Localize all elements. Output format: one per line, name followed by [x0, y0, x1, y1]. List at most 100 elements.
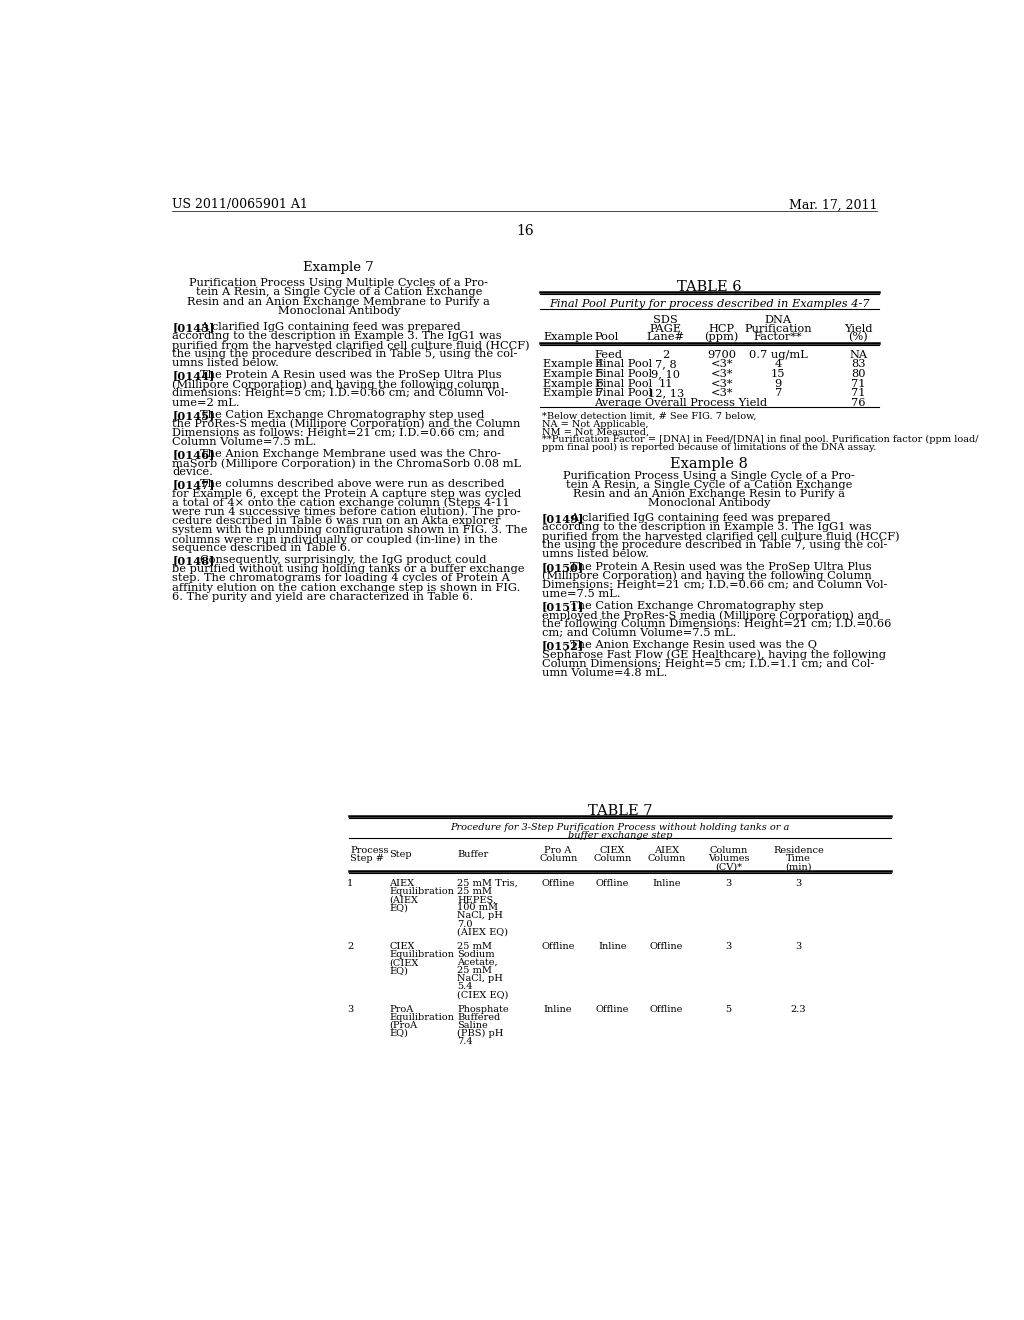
Text: EQ): EQ)	[389, 903, 408, 912]
Text: Example: Example	[544, 333, 593, 342]
Text: (min): (min)	[785, 862, 812, 871]
Text: Phosphate: Phosphate	[458, 1005, 509, 1014]
Text: ProA: ProA	[389, 1005, 414, 1014]
Text: NA = Not Applicable,: NA = Not Applicable,	[542, 420, 648, 429]
Text: Offline: Offline	[596, 1005, 629, 1014]
Text: 83: 83	[851, 359, 865, 370]
Text: TABLE 7: TABLE 7	[588, 804, 652, 817]
Text: TABLE 6: TABLE 6	[677, 280, 741, 294]
Text: [0148]: [0148]	[172, 556, 215, 566]
Text: Volumes: Volumes	[708, 854, 750, 863]
Text: HEPES,: HEPES,	[458, 895, 497, 904]
Text: <3*: <3*	[711, 379, 733, 388]
Text: tein A Resin, a Single Cycle of a Cation Exchange: tein A Resin, a Single Cycle of a Cation…	[196, 288, 482, 297]
Text: Yield: Yield	[844, 323, 872, 334]
Text: Buffer: Buffer	[458, 850, 488, 859]
Text: (CIEX: (CIEX	[389, 958, 419, 968]
Text: Offline: Offline	[596, 879, 629, 888]
Text: Average Overall Process Yield: Average Overall Process Yield	[595, 397, 768, 408]
Text: The Cation Exchange Chromatography step: The Cation Exchange Chromatography step	[569, 601, 823, 611]
Text: AIEX: AIEX	[654, 846, 679, 855]
Text: PAGE: PAGE	[650, 323, 682, 334]
Text: DNA: DNA	[765, 315, 792, 326]
Text: Example 7: Example 7	[303, 261, 374, 273]
Text: Final Pool: Final Pool	[595, 388, 651, 399]
Text: ume=7.5 mL.: ume=7.5 mL.	[542, 589, 621, 599]
Text: tein A Resin, a Single Cycle of a Cation Exchange: tein A Resin, a Single Cycle of a Cation…	[566, 479, 852, 490]
Text: [0146]: [0146]	[172, 449, 215, 461]
Text: 5: 5	[726, 1005, 732, 1014]
Text: Lane#: Lane#	[647, 331, 685, 342]
Text: maSorb (Millipore Corporation) in the ChromaSorb 0.08 mL: maSorb (Millipore Corporation) in the Ch…	[172, 458, 521, 469]
Text: [0143]: [0143]	[172, 322, 215, 333]
Text: 3: 3	[725, 942, 732, 950]
Text: 71: 71	[851, 379, 865, 388]
Text: 11: 11	[658, 379, 673, 388]
Text: (%): (%)	[848, 331, 868, 342]
Text: (CV)*: (CV)*	[715, 862, 742, 871]
Text: 2.3: 2.3	[791, 1005, 806, 1014]
Text: [0145]: [0145]	[172, 409, 214, 421]
Text: (ppm): (ppm)	[705, 331, 739, 342]
Text: the following Column Dimensions: Height=21 cm; I.D.=0.66: the following Column Dimensions: Height=…	[542, 619, 891, 630]
Text: Purification Process Using a Single Cycle of a Pro-: Purification Process Using a Single Cycl…	[563, 471, 855, 480]
Text: US 2011/0065901 A1: US 2011/0065901 A1	[172, 198, 308, 211]
Text: Step: Step	[389, 850, 412, 859]
Text: Process: Process	[350, 846, 389, 855]
Text: Final Pool: Final Pool	[595, 370, 651, 379]
Text: (CIEX EQ): (CIEX EQ)	[458, 990, 509, 999]
Text: 25 mM: 25 mM	[458, 887, 493, 896]
Text: dimensions: Height=5 cm; I.D.=0.66 cm; and Column Vol-: dimensions: Height=5 cm; I.D.=0.66 cm; a…	[172, 388, 509, 399]
Text: cedure described in Table 6 was run on an Akta explorer: cedure described in Table 6 was run on a…	[172, 516, 501, 525]
Text: The Protein A Resin used was the ProSep Ultra Plus: The Protein A Resin used was the ProSep …	[200, 371, 502, 380]
Text: Offline: Offline	[650, 1005, 683, 1014]
Text: for Example 6, except the Protein A capture step was cycled: for Example 6, except the Protein A capt…	[172, 488, 521, 499]
Text: A clarified IgG containing feed was prepared: A clarified IgG containing feed was prep…	[200, 322, 461, 331]
Text: 2: 2	[663, 350, 670, 360]
Text: Offline: Offline	[650, 942, 683, 950]
Text: [0147]: [0147]	[172, 479, 215, 491]
Text: Mar. 17, 2011: Mar. 17, 2011	[788, 198, 878, 211]
Text: Example 7: Example 7	[544, 388, 604, 399]
Text: 80: 80	[851, 370, 865, 379]
Text: 12, 13: 12, 13	[648, 388, 684, 399]
Text: (AIEX EQ): (AIEX EQ)	[458, 928, 508, 937]
Text: (ProA: (ProA	[389, 1020, 418, 1030]
Text: according to the description in Example 3. The IgG1 was: according to the description in Example …	[542, 523, 871, 532]
Text: 9: 9	[774, 379, 782, 388]
Text: NaCl, pH: NaCl, pH	[458, 911, 503, 920]
Text: 100 mM: 100 mM	[458, 903, 499, 912]
Text: Column Dimensions: Height=5 cm; I.D.=1.1 cm; and Col-: Column Dimensions: Height=5 cm; I.D.=1.1…	[542, 659, 874, 669]
Text: The columns described above were run as described: The columns described above were run as …	[200, 479, 505, 490]
Text: purified from the harvested clarified cell culture fluid (HCCF): purified from the harvested clarified ce…	[542, 532, 899, 543]
Text: umns listed below.: umns listed below.	[172, 358, 280, 368]
Text: AIEX: AIEX	[389, 879, 415, 888]
Text: 3: 3	[796, 879, 802, 888]
Text: Pool: Pool	[595, 333, 618, 342]
Text: [0144]: [0144]	[172, 371, 215, 381]
Text: [0151]: [0151]	[542, 601, 585, 612]
Text: 16: 16	[516, 224, 534, 238]
Text: (AIEX: (AIEX	[389, 895, 418, 904]
Text: Consequently, surprisingly, the IgG product could: Consequently, surprisingly, the IgG prod…	[200, 556, 486, 565]
Text: The Anion Exchange Resin used was the Q: The Anion Exchange Resin used was the Q	[569, 640, 817, 651]
Text: 25 mM: 25 mM	[458, 942, 493, 950]
Text: affinity elution on the cation exchange step is shown in FIG.: affinity elution on the cation exchange …	[172, 582, 520, 593]
Text: Inline: Inline	[652, 879, 681, 888]
Text: 6. The purity and yield are characterized in Table 6.: 6. The purity and yield are characterize…	[172, 591, 473, 602]
Text: Example 4: Example 4	[544, 359, 604, 370]
Text: [0150]: [0150]	[542, 561, 584, 573]
Text: ume=2 mL.: ume=2 mL.	[172, 397, 240, 408]
Text: Offline: Offline	[542, 942, 574, 950]
Text: ppm final pool) is reported because of limitations of the DNA assay.: ppm final pool) is reported because of l…	[542, 444, 877, 451]
Text: 15: 15	[771, 370, 785, 379]
Text: NM = Not Measured,: NM = Not Measured,	[542, 428, 649, 437]
Text: Pro A: Pro A	[545, 846, 571, 855]
Text: EQ): EQ)	[389, 966, 408, 975]
Text: The Protein A Resin used was the ProSep Ultra Plus: The Protein A Resin used was the ProSep …	[569, 561, 871, 572]
Text: Residence: Residence	[773, 846, 823, 855]
Text: NA: NA	[849, 350, 867, 360]
Text: employed the ProRes-S media (Millipore Corporation) and: employed the ProRes-S media (Millipore C…	[542, 610, 879, 620]
Text: CIEX: CIEX	[600, 846, 625, 855]
Text: HCP: HCP	[709, 323, 734, 334]
